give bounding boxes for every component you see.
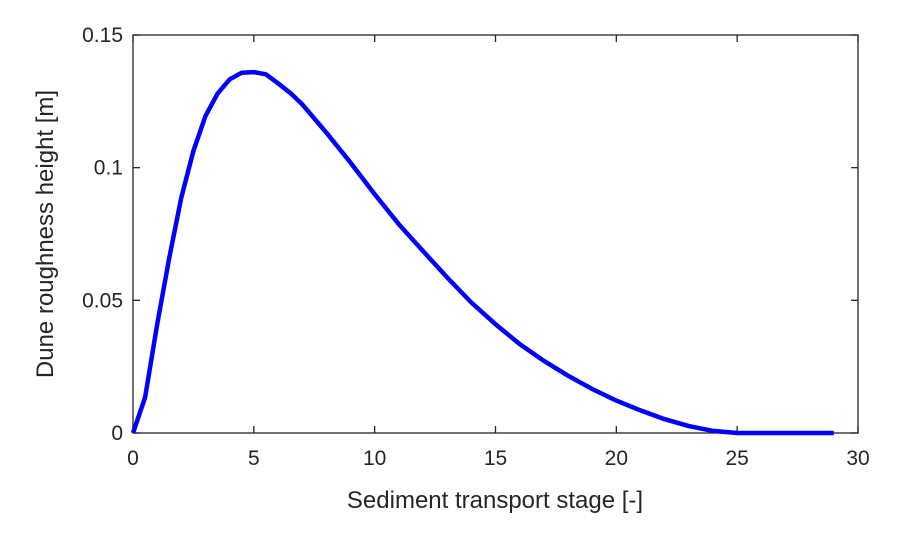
y-tick-label: 0.05 <box>82 289 123 312</box>
x-tick-label: 5 <box>248 447 260 470</box>
y-tick-label: 0 <box>111 422 123 445</box>
y-tick-label: 0.15 <box>82 24 123 47</box>
series-line <box>130 69 834 436</box>
x-tick-label: 30 <box>846 447 869 470</box>
y-axis-label: Dune roughness height [m] <box>32 90 59 378</box>
x-tick-label: 10 <box>363 447 386 470</box>
x-axis-label: Sediment transport stage [-] <box>347 487 643 514</box>
plot-area <box>132 34 859 434</box>
y-tick-label: 0.1 <box>94 157 123 180</box>
x-tick-labels: 0 5 10 15 20 25 30 <box>127 447 870 470</box>
x-tick-label: 25 <box>725 447 748 470</box>
x-tick-label: 20 <box>605 447 628 470</box>
x-tick-label: 0 <box>127 447 139 470</box>
x-tick-label: 15 <box>484 447 507 470</box>
y-tick-labels: 0 0.05 0.1 0.15 <box>82 24 123 445</box>
